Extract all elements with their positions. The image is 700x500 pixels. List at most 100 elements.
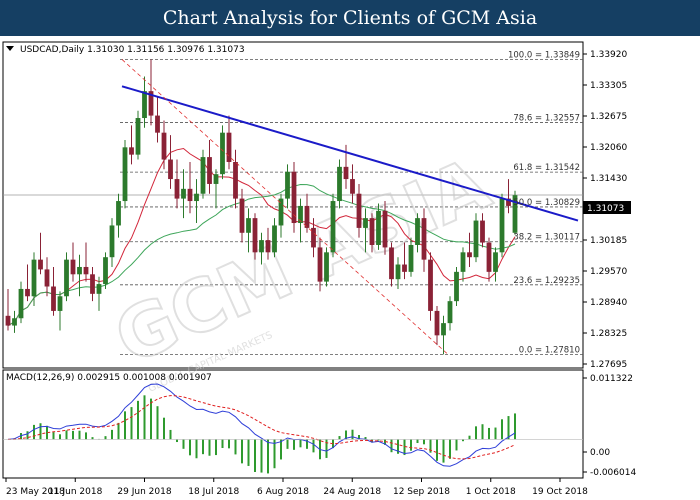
candle [233,149,238,209]
candle-body [473,220,479,258]
candle-body [441,323,446,336]
candle [350,164,355,204]
candle-body [38,259,43,270]
candle-body [122,147,128,202]
candle [421,208,427,272]
candle [31,252,37,307]
candle-body [278,198,284,226]
candle-body [467,252,472,258]
candle [239,188,245,243]
candle-body [83,266,89,275]
y-tick-label: 1.31430 [590,174,627,184]
candle-body [44,269,50,287]
candle-body [77,266,82,275]
candle-body [31,259,37,297]
candle [12,310,17,333]
candle-body [226,132,232,162]
x-tick-label: 19 Oct 2018 [532,487,588,497]
candle-body [330,201,336,253]
candle [90,266,95,302]
candle-body [428,259,433,311]
candle [324,247,329,287]
candle [467,232,472,267]
candle-body [90,274,95,294]
candle-body [194,193,199,202]
candle [187,161,193,214]
candle [408,237,414,277]
candle-body [246,218,251,233]
y-tick-label: 1.33305 [590,81,627,91]
candle-body [239,198,245,233]
candle-body [447,301,453,324]
macd-header: MACD(12,26,9) 0.002915 0.001008 0.001907 [6,373,212,383]
trendline[interactable] [121,85,579,222]
candle-body [220,132,225,175]
candle [330,193,336,258]
candle [70,242,76,282]
candle-body [512,195,518,233]
candle [402,242,407,280]
candle-body [434,310,440,336]
candle-body [5,315,11,326]
x-tick-label: 18 Jul 2018 [188,487,239,497]
candle [311,218,316,258]
candle [51,266,56,316]
candle [194,179,199,224]
candle-body [356,193,362,228]
candle [103,252,108,289]
candle [77,254,82,297]
y-tick-label: 1.33920 [590,50,627,60]
current-price-tag [583,201,631,214]
candle-body [109,225,115,258]
x-tick-label: 29 Jun 2018 [117,487,171,497]
candle-body [369,218,375,245]
macd-y-tick-label: 0.00 [590,448,610,458]
x-tick-label: 12 Sep 2018 [393,487,450,497]
candle-body [259,240,264,253]
candle-body [64,259,69,297]
chart-area[interactable]: GCM ASIA GLOBAL CAPITAL MARKETS 1.339201… [0,36,700,500]
candle-body [311,227,316,248]
candle-body [213,174,219,184]
candle-body [18,288,24,319]
y-tick-label: 1.32060 [590,143,627,153]
candle [265,227,271,260]
collapse-triangle-icon[interactable] [6,46,14,51]
candle [337,159,342,209]
candle [506,179,511,214]
candle [259,232,264,265]
candle-body [376,210,381,245]
y-tick-label: 1.28940 [590,298,627,308]
macd-line [7,383,516,467]
macd-panel[interactable] [2,369,584,479]
candle [415,213,420,253]
x-tick-label: 11 Jun 2018 [48,487,102,497]
fib-level-label: 100.0 = 1.33849 [508,50,580,60]
candle [155,96,160,143]
x-tick-label: 1 Oct 2018 [466,487,516,497]
candle-body [116,201,121,226]
candle-body [233,161,238,199]
candle [161,120,167,170]
candle-body [272,225,277,253]
candle [207,139,212,194]
candle-body [129,147,134,155]
candle-body [298,205,303,224]
candle [252,213,258,260]
candle-body [148,91,154,116]
candle-body [408,244,414,272]
x-tick-label: 24 Aug 2018 [323,487,381,497]
banner-title: Chart Analysis for Clients of GCM Asia [0,0,700,36]
candle [5,288,11,331]
candle-body [168,159,173,180]
candle [512,190,518,235]
candle-body [70,259,76,275]
candle [220,125,225,180]
candle [213,169,219,209]
candle [480,213,485,248]
candle-body [252,218,258,253]
candle-body [135,118,141,155]
candle-body [389,247,394,280]
candle [135,110,141,160]
candle [25,264,30,302]
